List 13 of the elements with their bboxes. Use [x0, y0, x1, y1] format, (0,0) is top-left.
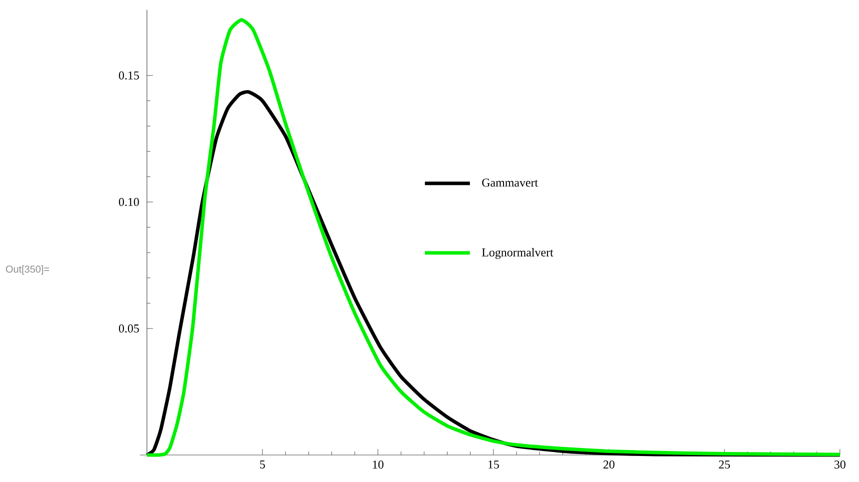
line-series	[145, 18, 842, 457]
x-tick-label: 20	[603, 460, 614, 469]
x-tick-label: 15	[488, 460, 499, 469]
x-tick-label: 25	[718, 460, 730, 469]
x-tick-label: 10	[372, 460, 384, 469]
y-tick-label: 0.05	[118, 324, 139, 333]
y-tick-label: 0.10	[118, 198, 139, 206]
legend-label: Lognormalvert	[482, 248, 554, 259]
x-tick-label: 5	[260, 460, 265, 468]
x-tick-label: 30	[834, 460, 846, 469]
text: Out[350]=	[6, 265, 50, 275]
y-tick-label: 0.15	[118, 71, 139, 80]
legend-label: Gammavert	[482, 178, 538, 187]
